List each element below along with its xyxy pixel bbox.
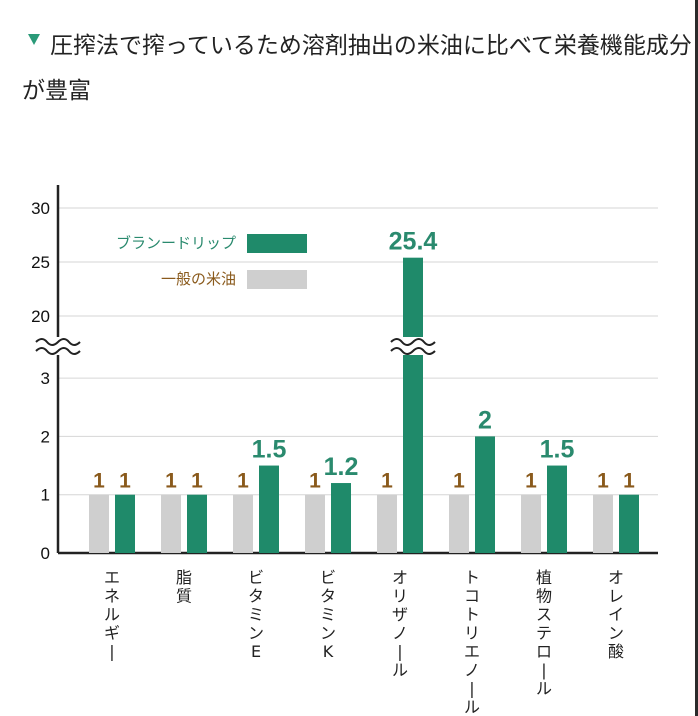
bar-brand xyxy=(403,257,423,553)
bar-general xyxy=(377,494,397,553)
category-label: エネルギ| xyxy=(104,568,120,661)
data-label-general: 1 xyxy=(165,470,177,493)
bar-brand xyxy=(187,494,207,553)
axis-break-mark xyxy=(390,347,436,355)
bar-brand xyxy=(115,494,135,553)
y-tick-label: 30 xyxy=(31,199,50,218)
bar-general xyxy=(233,494,253,553)
data-label-general: 1 xyxy=(381,470,393,493)
data-label-brand: 1 xyxy=(191,470,203,493)
bar-general xyxy=(305,494,325,553)
category-label: 植物ステロ|ル xyxy=(536,568,552,698)
data-label-general: 1 xyxy=(597,470,609,493)
category-label: ビタミン K xyxy=(320,568,336,661)
y-tick-label: 2 xyxy=(41,427,50,446)
bar-brand xyxy=(475,436,495,553)
bar-brand xyxy=(259,465,279,553)
data-label-brand: 1.5 xyxy=(252,436,287,464)
y-tick-label: 1 xyxy=(41,486,50,505)
data-label-brand: 1.2 xyxy=(324,453,359,481)
y-tick-label: 20 xyxy=(31,307,50,326)
page-edge-divider xyxy=(695,0,698,716)
bar-general xyxy=(89,494,109,553)
axis-break-mark xyxy=(390,338,436,346)
data-label-brand: 2 xyxy=(478,406,492,434)
legend-swatch-general xyxy=(247,270,307,289)
y-tick-label: 0 xyxy=(41,544,50,563)
category-label: ビタミン E xyxy=(248,568,264,661)
data-label-general: 1 xyxy=(93,470,105,493)
legend-label-brand: ブランードリップ xyxy=(116,234,236,252)
chart-title-text: 圧搾法で搾っているため溶剤抽出の米油に比べて栄養機能成分が豊富 xyxy=(22,33,692,104)
data-label-general: 1 xyxy=(237,470,249,493)
y-tick-label: 25 xyxy=(31,253,50,272)
triangle-bullet-icon xyxy=(28,34,40,45)
data-label-brand: 25.4 xyxy=(389,228,438,256)
data-label-brand: 1.5 xyxy=(540,436,575,464)
bar-general xyxy=(449,494,469,553)
data-label-brand: 1 xyxy=(623,470,635,493)
data-label-general: 1 xyxy=(309,470,321,493)
category-label: 脂質 xyxy=(176,568,192,606)
bar-brand xyxy=(619,494,639,553)
axis-break-mark xyxy=(35,338,81,346)
y-tick-label: 3 xyxy=(41,369,50,388)
bar-general xyxy=(521,494,541,553)
category-label: オリザノ|ル xyxy=(392,568,408,680)
data-label-general: 1 xyxy=(453,470,465,493)
bar-general xyxy=(161,494,181,553)
chart-title: 圧搾法で搾っているため溶剤抽出の米油に比べて栄養機能成分が豊富 xyxy=(22,24,694,114)
category-label: トコトリエノ|ル xyxy=(464,568,480,716)
bar-brand xyxy=(331,483,351,553)
axis-break-mark xyxy=(35,347,81,355)
legend-swatch-brand xyxy=(247,234,307,253)
category-label: オレイン酸 xyxy=(608,568,624,661)
legend-label-general: 一般の米油 xyxy=(161,270,236,288)
data-label-general: 1 xyxy=(525,470,537,493)
data-label-brand: 1 xyxy=(119,470,131,493)
bar-brand xyxy=(547,465,567,553)
bar-general xyxy=(593,494,613,553)
